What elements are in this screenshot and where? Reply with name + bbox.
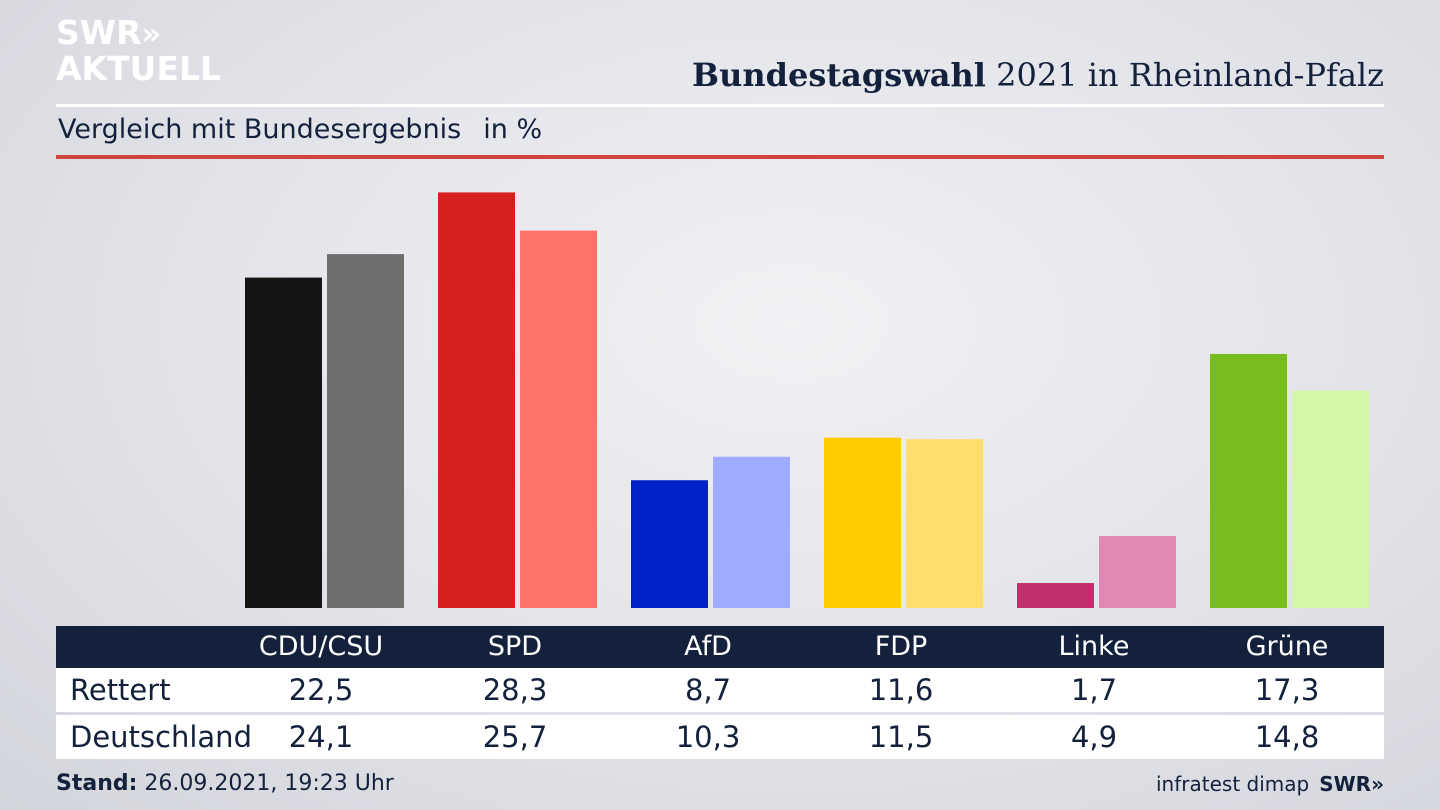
logo-aktuell-text: AKTUELL — [56, 49, 222, 88]
row-label-rettert: Rettert — [70, 673, 171, 707]
table-cell: 22,5 — [288, 673, 354, 707]
bar-cducsu-deutschland — [327, 254, 404, 608]
bar-linke-rettert — [1017, 583, 1094, 608]
table-cell: 25,7 — [482, 720, 548, 754]
bar-afd-rettert — [631, 480, 708, 608]
stand-value: 26.09.2021, 19:23 Uhr — [144, 771, 394, 796]
column-header: AfD — [684, 631, 732, 662]
bar-grüne-deutschland — [1292, 390, 1369, 608]
table-cell: 28,3 — [482, 673, 548, 707]
bar-spd-deutschland — [520, 230, 597, 609]
bar-grüne-rettert — [1210, 353, 1287, 608]
bar-afd-deutschland — [713, 456, 790, 608]
timestamp: Stand: 26.09.2021, 19:23 Uhr — [56, 771, 394, 796]
table-cell: 8,7 — [684, 673, 732, 707]
table-cell: 14,8 — [1254, 720, 1320, 754]
bar-chart — [245, 192, 1369, 609]
accent-divider — [56, 155, 1384, 159]
header-divider — [56, 104, 1384, 107]
source-text: infratest dimap — [1156, 772, 1310, 796]
bar-cducsu-rettert — [245, 277, 322, 608]
chart-title: Bundestagswahl 2021 in Rheinland-Pfalz — [692, 56, 1384, 94]
table-cell: 11,6 — [868, 673, 934, 707]
table-cell: 11,5 — [868, 720, 934, 754]
title-bold: Bundestagswahl — [692, 56, 986, 94]
table-cell: 1,7 — [1070, 673, 1118, 707]
logo-swr-text: SWR — [56, 13, 142, 52]
bar-spd-rettert — [438, 192, 515, 609]
bar-fdp-deutschland — [906, 439, 983, 608]
bar-fdp-rettert — [824, 437, 901, 608]
table-cell: 24,1 — [288, 720, 354, 754]
table-header: CDU/CSU SPD AfD FDP Linke Grüne — [56, 626, 1384, 668]
row-label-deutschland: Deutschland — [70, 720, 252, 754]
column-header: Linke — [1058, 631, 1130, 662]
stand-label: Stand: — [56, 771, 138, 796]
table-cell: 17,3 — [1254, 673, 1320, 707]
column-header: CDU/CSU — [258, 631, 384, 662]
column-header: FDP — [874, 631, 928, 662]
subtitle-label: Vergleich mit Bundesergebnis — [58, 114, 462, 145]
swr-aktuell-logo: SWR» AKTUELL — [56, 16, 221, 86]
column-header: Grüne — [1245, 631, 1329, 662]
results-table: CDU/CSU SPD AfD FDP Linke Grüne Rettert 22,5 2… — [56, 626, 1384, 759]
table-cell: 4,9 — [1070, 720, 1118, 754]
swr-small-logo: SWR» — [1319, 772, 1384, 796]
table-row: Rettert 22,5 28,3 8,7 11,6 1,7 17,3 — [56, 668, 1384, 712]
table-row: Deutschland 24,1 25,7 10,3 11,5 4,9 14,8 — [56, 715, 1384, 759]
column-header: SPD — [487, 631, 543, 662]
bar-linke-deutschland — [1099, 536, 1176, 608]
chart-subtitle: Vergleich mit Bundesergebnis in % — [58, 114, 542, 145]
title-rest: 2021 in Rheinland-Pfalz — [996, 56, 1384, 94]
source-credit: infratest dimap SWR» — [1156, 772, 1384, 796]
table-cell: 10,3 — [675, 720, 741, 754]
subtitle-unit: in % — [483, 114, 543, 145]
